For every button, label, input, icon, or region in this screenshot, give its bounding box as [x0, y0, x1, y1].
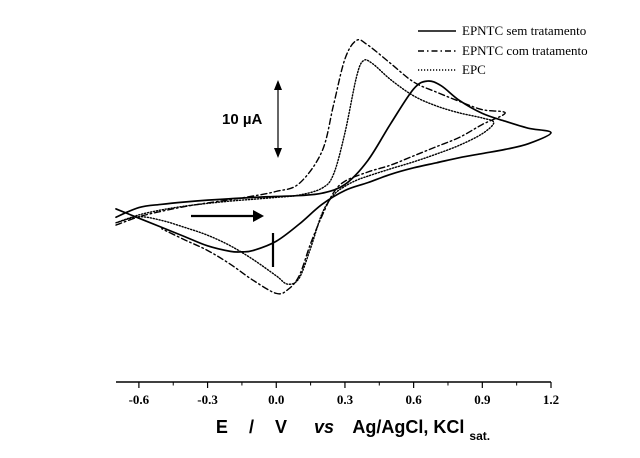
x-tick-label-0: -0.6: [129, 392, 150, 407]
x-tick-label-5: 0.9: [474, 392, 491, 407]
x-tick-label-6: 1.2: [543, 392, 559, 407]
x-axis-label: E / V vs Ag/AgCl, KCl sat.: [216, 417, 490, 443]
legend-label-0: EPNTC sem tratamento: [462, 23, 586, 38]
x-tick-label-2: 0.0: [268, 392, 284, 407]
x-axis: [116, 381, 552, 388]
legend-label-2: EPC: [462, 62, 486, 77]
series-line-2: [115, 59, 495, 285]
legend: EPNTC sem tratamento EPNTC com tratament…: [418, 23, 588, 77]
scan-direction-arrow: [191, 210, 264, 222]
series-group: [115, 38, 552, 295]
x-tick-label-1: -0.3: [197, 392, 218, 407]
x-tick-label-3: 0.3: [337, 392, 354, 407]
x-tick-label-4: 0.6: [406, 392, 423, 407]
current-scale-bar: [274, 80, 282, 158]
x-tick-labels: -0.6 -0.3 0.0 0.3 0.6 0.9 1.2: [129, 392, 560, 407]
scale-bar-label: 10 µA: [222, 111, 262, 128]
series-line-0: [115, 80, 552, 253]
series-line-1: [115, 38, 506, 295]
legend-label-1: EPNTC com tratamento: [462, 43, 588, 58]
